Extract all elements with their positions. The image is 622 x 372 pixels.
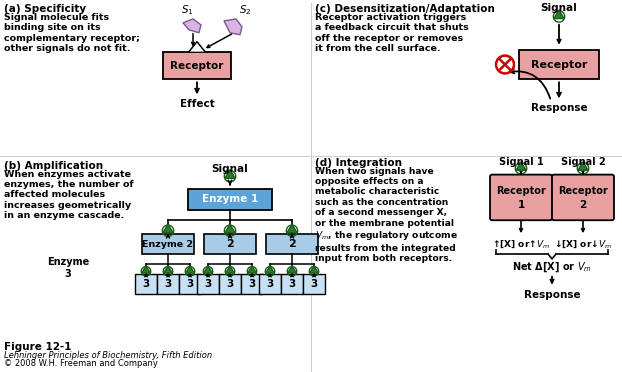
Text: When enzymes activate
enzymes, the number of
affected molecules
increases geomet: When enzymes activate enzymes, the numbe…: [4, 170, 134, 220]
Text: 3: 3: [266, 279, 274, 289]
Circle shape: [496, 55, 514, 73]
Bar: [303, 274, 325, 294]
Text: (c) Desensitization/Adaptation: (c) Desensitization/Adaptation: [315, 4, 495, 14]
Text: Receptor: Receptor: [558, 186, 608, 196]
Text: Lehninger Principles of Biochemistry, Fifth Edition: Lehninger Principles of Biochemistry, Fi…: [4, 351, 212, 360]
Polygon shape: [186, 266, 194, 273]
Bar: [157, 274, 179, 294]
Polygon shape: [287, 224, 297, 233]
Bar: [281, 274, 303, 294]
Bar: [519, 49, 599, 79]
Polygon shape: [204, 266, 212, 273]
Text: Effect: Effect: [180, 99, 215, 109]
Bar: [188, 189, 272, 210]
Polygon shape: [554, 10, 564, 19]
Polygon shape: [578, 162, 588, 170]
Text: 3: 3: [142, 279, 150, 289]
Polygon shape: [164, 266, 172, 273]
Polygon shape: [225, 224, 235, 233]
Text: Response: Response: [524, 290, 580, 300]
FancyArrowPatch shape: [510, 69, 550, 99]
Text: 3: 3: [226, 279, 234, 289]
Text: Signal 1: Signal 1: [499, 157, 544, 167]
Text: 2: 2: [226, 239, 234, 249]
Text: Response: Response: [531, 103, 587, 113]
Text: Receptor: Receptor: [170, 61, 224, 71]
Text: 3: 3: [205, 279, 211, 289]
Text: ↓[X] or↓$V_m$: ↓[X] or↓$V_m$: [554, 238, 612, 250]
Text: Figure 12-1: Figure 12-1: [4, 342, 72, 352]
Bar: [219, 274, 241, 294]
Bar: [197, 274, 219, 294]
Bar: [241, 274, 263, 294]
Text: Receptor activation triggers
a feedback circuit that shuts
off the receptor or r: Receptor activation triggers a feedback …: [315, 13, 469, 53]
FancyBboxPatch shape: [552, 174, 614, 220]
Text: (d) Integration: (d) Integration: [315, 158, 402, 168]
Text: © 2008 W.H. Freeman and Company: © 2008 W.H. Freeman and Company: [4, 359, 158, 368]
Text: When two signals have
opposite effects on a
metabolic characteristic
such as the: When two signals have opposite effects o…: [315, 167, 458, 263]
Text: Receptor: Receptor: [496, 186, 546, 196]
Text: Signal: Signal: [541, 3, 577, 13]
Polygon shape: [248, 266, 256, 273]
Text: Enzyme 2: Enzyme 2: [142, 240, 193, 248]
Polygon shape: [288, 266, 296, 273]
Text: 3: 3: [310, 279, 318, 289]
Text: ↑[X] or↑$V_m$: ↑[X] or↑$V_m$: [492, 238, 550, 250]
Bar: [266, 234, 318, 254]
Text: 3: 3: [164, 279, 172, 289]
Bar: [142, 234, 194, 254]
Text: $S_2$: $S_2$: [239, 3, 251, 17]
Text: 1: 1: [518, 201, 524, 210]
Polygon shape: [142, 266, 151, 273]
Text: Enzyme 1: Enzyme 1: [202, 195, 258, 204]
Bar: [163, 52, 231, 79]
Text: Signal 2: Signal 2: [560, 157, 605, 167]
Polygon shape: [516, 162, 526, 170]
Text: Signal: Signal: [211, 164, 248, 174]
Text: Enzyme
3: Enzyme 3: [47, 257, 89, 279]
Text: Receptor: Receptor: [531, 60, 587, 70]
Polygon shape: [266, 266, 274, 273]
Bar: [135, 274, 157, 294]
Polygon shape: [226, 266, 234, 273]
Bar: [204, 234, 256, 254]
Bar: [179, 274, 201, 294]
Text: Signal molecule fits
binding site on its
complementary receptor;
other signals d: Signal molecule fits binding site on its…: [4, 13, 140, 53]
Text: (a) Specificity: (a) Specificity: [4, 4, 86, 14]
Polygon shape: [163, 224, 173, 233]
Text: 3: 3: [187, 279, 193, 289]
Text: 3: 3: [248, 279, 256, 289]
Text: 2: 2: [288, 239, 296, 249]
FancyBboxPatch shape: [490, 174, 552, 220]
Polygon shape: [224, 19, 242, 35]
Polygon shape: [225, 170, 235, 178]
Bar: [259, 274, 281, 294]
Polygon shape: [310, 266, 318, 273]
Polygon shape: [189, 42, 205, 52]
Text: (b) Amplification: (b) Amplification: [4, 161, 103, 171]
Text: Net Δ[X] or $V_m$: Net Δ[X] or $V_m$: [512, 261, 592, 275]
Text: 2: 2: [579, 201, 587, 210]
Text: 3: 3: [289, 279, 295, 289]
Text: $S_1$: $S_1$: [181, 3, 193, 17]
Polygon shape: [183, 19, 201, 33]
